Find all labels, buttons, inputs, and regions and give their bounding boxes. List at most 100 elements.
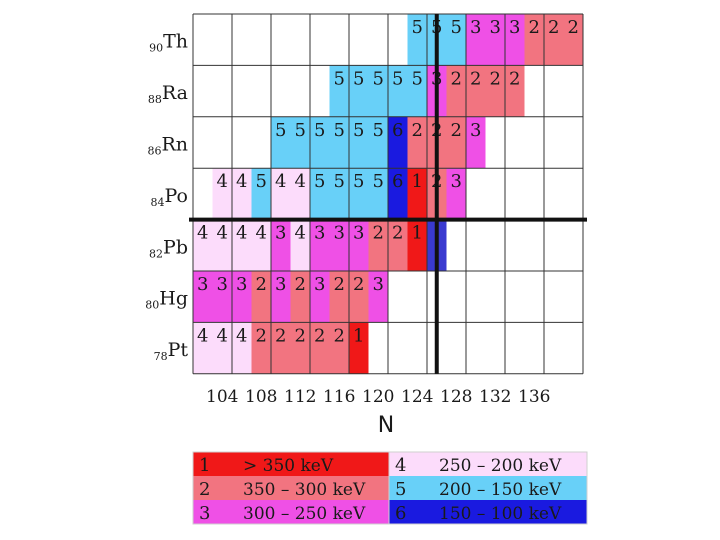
legend-range-cell [435,452,587,476]
heatmap-cell [290,116,310,169]
heatmap-cell-label: 5 [373,120,384,141]
row-label: 78Pt [154,339,189,363]
heatmap-cell [251,219,271,271]
heatmap-cell-label: 3 [236,274,247,295]
heatmap-cell [368,65,388,117]
heatmap-cell-label: 2 [412,120,423,141]
legend-range-cell [435,500,587,524]
heatmap-cell [388,65,408,117]
heatmap-cell [368,116,388,169]
legend-range: > 350 keV [243,456,334,476]
heatmap-cell-label: 2 [392,223,403,244]
heatmap-cell-label: 3 [470,17,481,38]
x-tick-label: 120 [362,387,394,407]
heatmap-cell [368,219,388,271]
heatmap-cell-label: 4 [236,171,247,192]
heatmap-cell [349,168,369,220]
heatmap-cell-label: 2 [275,325,286,346]
legend-swatch [389,452,435,476]
legend-key: 2 [199,479,210,500]
heatmap-cell-label: 3 [509,17,520,38]
x-tick-label: 112 [284,387,316,407]
heatmap-cell-label: 2 [470,68,481,89]
heatmap-cells: 5553332225555532222555555622234454455556… [193,14,583,374]
heatmap-cell-label: 6 [392,120,403,141]
heatmap-cell [388,219,408,271]
heatmap-cell [446,65,466,117]
heatmap-cell [310,322,330,374]
legend-key: 6 [395,503,406,524]
heatmap-cell [485,65,505,117]
heatmap-cell-label: 3 [490,17,501,38]
heatmap-cell-label: 2 [334,274,345,295]
legend-range: 300 – 250 keV [243,504,366,524]
legend-swatch [389,500,435,524]
x-tick-label: 124 [401,387,433,407]
heatmap-cell [563,14,583,66]
x-tick-label: 132 [479,387,511,407]
heatmap-cell [388,116,408,169]
heatmap-cell-label: 5 [353,171,364,192]
heatmap-grid [189,13,587,375]
heatmap-cell [485,14,505,66]
heatmap-cell [407,219,427,271]
legend: 1 > 350 keV 2 350 – 300 keV 3 300 – 250 keV 4 2… [192,451,588,525]
heatmap-cell-label: 3 [275,223,286,244]
heatmap-cell-label: 1 [353,325,364,346]
heatmap-cell-label: 5 [256,171,267,192]
heatmap-cell-label: 6 [392,171,403,192]
heatmap-cell-label: 2 [568,17,579,38]
heatmap-cell [466,14,486,66]
row-label: 88Ra [148,82,188,106]
heatmap-cell [349,65,369,117]
x-tick-label: 104 [206,387,238,407]
legend-border [192,451,588,525]
heatmap-cell [407,168,427,220]
heatmap-cell-label: 2 [548,17,559,38]
legend-range-cell [239,476,389,500]
heatmap-cell [446,14,466,66]
heatmap-cell-label: 5 [451,17,462,38]
heatmap-cell [212,168,232,220]
heatmap-cell [407,116,427,169]
legend-range-cell [239,452,389,476]
heatmap-cell-label: 2 [451,120,462,141]
x-tick-label: 108 [245,387,277,407]
heatmap-cell-label: 2 [334,325,345,346]
heatmap-cell-label: 4 [275,171,286,192]
heatmap-cell-label: 3 [217,274,228,295]
heatmap-cell [446,168,466,220]
heatmap-cell [251,271,271,323]
legend-key: 3 [199,503,210,524]
heatmap-cell [329,219,349,271]
heatmap-cell [466,116,486,169]
heatmap-cell-label: 4 [256,223,267,244]
legend-key: 4 [395,455,406,476]
heatmap-cell [193,219,213,271]
heatmap-cell-label: 5 [373,171,384,192]
heatmap-cell [329,271,349,323]
legend-range: 150 – 100 keV [439,504,562,524]
legend-swatch [389,476,435,500]
heatmap-cell [368,271,388,323]
heatmap-cell [329,168,349,220]
x-axis-title: N [378,413,394,438]
legend-key: 5 [395,479,406,500]
heatmap-cell [310,271,330,323]
heatmap-cell [271,219,291,271]
row-label: 90Th [149,31,188,55]
heatmap-cell-label: 2 [295,274,306,295]
heatmap-cell-label: 3 [197,274,208,295]
heatmap-cell [329,65,349,117]
legend-swatch [193,500,239,524]
heatmap-cell-label: 2 [529,17,540,38]
heatmap-cell [310,168,330,220]
heatmap-cell [368,168,388,220]
legend-swatch [193,452,239,476]
heatmap-cell [388,168,408,220]
heatmap-cell-label: 4 [197,325,208,346]
heatmap-cell [212,219,232,271]
x-tick-label: 128 [440,387,472,407]
heatmap-cell-label: 1 [412,223,423,244]
legend-range-cell [239,500,389,524]
